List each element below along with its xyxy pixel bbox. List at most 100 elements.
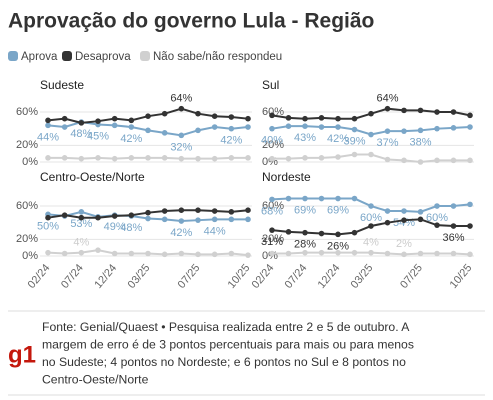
data-label: 45% — [87, 130, 109, 142]
data-point — [195, 127, 201, 134]
data-point — [145, 215, 151, 222]
data-point — [417, 216, 424, 223]
data-point — [211, 216, 218, 223]
data-point — [368, 110, 374, 117]
data-point — [61, 212, 68, 218]
data-point — [384, 219, 391, 226]
data-label: 68% — [261, 205, 283, 217]
data-point — [128, 117, 135, 124]
x-tick-label: 10/25 — [448, 262, 475, 291]
data-point — [228, 216, 235, 223]
data-point — [211, 251, 218, 258]
data-point — [128, 250, 135, 257]
data-point — [467, 112, 473, 119]
data-point — [285, 115, 292, 121]
x-tick-label: 07/24 — [59, 262, 86, 291]
data-point — [195, 155, 201, 162]
data-point — [211, 155, 218, 162]
data-point — [45, 117, 51, 124]
data-point — [351, 229, 358, 236]
data-point — [228, 125, 235, 132]
data-point — [269, 125, 275, 132]
data-point — [178, 250, 185, 257]
data-point — [61, 124, 68, 130]
data-label: 53% — [70, 218, 92, 230]
data-point — [434, 222, 440, 228]
footer-text: margem de erro é de 3 pontos percentuais… — [42, 338, 414, 352]
chart-title: Aprovação do governo Lula - Região — [8, 10, 374, 33]
data-point — [351, 195, 358, 202]
data-point — [161, 216, 168, 223]
panel-title: Nordeste — [262, 170, 311, 184]
data-point — [384, 156, 391, 163]
data-point — [417, 250, 424, 257]
data-point — [61, 250, 68, 257]
data-label: 69% — [294, 204, 316, 216]
data-point — [384, 105, 391, 112]
data-point — [335, 231, 341, 238]
data-label: 48% — [120, 222, 142, 234]
data-point — [401, 251, 407, 258]
data-point — [417, 209, 424, 215]
data-point — [318, 155, 325, 161]
data-point — [318, 195, 325, 202]
data-point — [195, 207, 201, 213]
data-point — [335, 115, 341, 122]
data-point — [467, 124, 473, 130]
data-point — [178, 218, 185, 224]
data-point — [384, 250, 391, 257]
data-label: 42% — [120, 133, 142, 145]
data-point — [228, 250, 235, 257]
data-point — [78, 209, 85, 215]
data-point — [111, 115, 118, 122]
data-point — [45, 122, 51, 129]
data-point — [61, 115, 68, 122]
data-point — [351, 249, 358, 256]
data-point — [302, 249, 308, 256]
data-label: 60% — [426, 212, 448, 224]
data-point — [61, 155, 68, 161]
data-point — [285, 155, 292, 162]
data-point — [450, 109, 457, 115]
data-point — [211, 124, 218, 130]
y-tick-label: 20% — [16, 139, 38, 151]
data-point — [111, 155, 118, 162]
data-point — [401, 128, 407, 134]
data-point — [401, 217, 407, 223]
data-label: 2% — [396, 238, 412, 250]
data-point — [145, 127, 151, 134]
data-point — [401, 157, 407, 164]
data-point — [228, 114, 235, 120]
data-label: 26% — [327, 240, 349, 252]
data-point — [368, 223, 374, 229]
data-label: 42% — [327, 133, 349, 145]
data-point — [95, 247, 101, 253]
legend-swatch — [140, 51, 150, 61]
data-point — [128, 155, 135, 161]
data-point — [384, 208, 391, 214]
data-point — [302, 123, 308, 129]
data-point — [245, 155, 251, 161]
data-point — [178, 132, 185, 139]
y-tick-label: 20% — [16, 233, 38, 245]
data-label: 43% — [294, 132, 316, 144]
y-tick-label: 60% — [16, 200, 38, 212]
data-point — [228, 209, 235, 215]
data-point — [145, 209, 151, 216]
data-label: 4% — [363, 237, 379, 249]
data-point — [467, 157, 473, 164]
y-tick-label: 60% — [262, 200, 284, 212]
x-tick-label: 03/25 — [126, 262, 153, 291]
data-label: 44% — [204, 225, 226, 237]
data-point — [401, 107, 407, 114]
data-point — [384, 128, 391, 134]
x-tick-label: 03/25 — [349, 262, 376, 291]
data-point — [450, 203, 457, 209]
data-point — [335, 249, 341, 256]
data-point — [450, 125, 457, 131]
data-point — [111, 213, 118, 219]
data-point — [195, 251, 201, 258]
data-point — [161, 110, 168, 117]
data-point — [95, 118, 101, 124]
data-point — [285, 250, 292, 257]
